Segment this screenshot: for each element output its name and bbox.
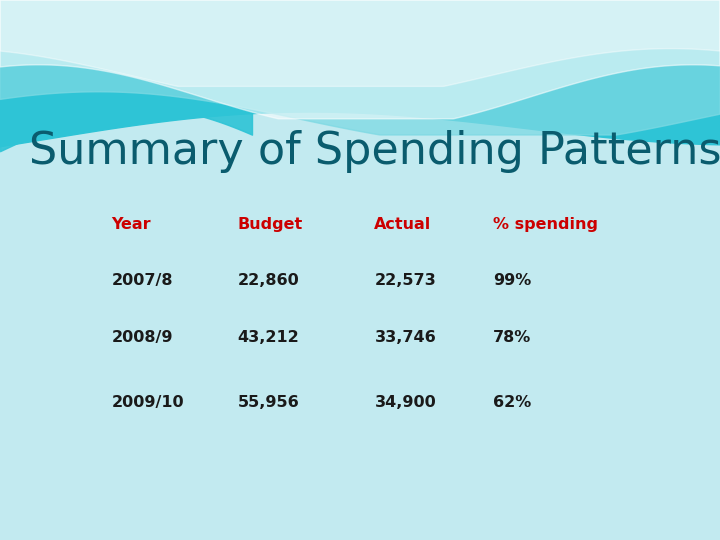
Text: Year: Year <box>112 217 151 232</box>
Text: 55,956: 55,956 <box>238 395 300 410</box>
Text: 2007/8: 2007/8 <box>112 273 173 288</box>
Text: Budget: Budget <box>238 217 303 232</box>
Text: 78%: 78% <box>493 330 531 345</box>
Text: 43,212: 43,212 <box>238 330 300 345</box>
Text: 2009/10: 2009/10 <box>112 395 184 410</box>
Text: % spending: % spending <box>493 217 598 232</box>
Text: 34,900: 34,900 <box>374 395 436 410</box>
Text: 22,860: 22,860 <box>238 273 300 288</box>
Text: 99%: 99% <box>493 273 531 288</box>
Text: 33,746: 33,746 <box>374 330 436 345</box>
Text: Actual: Actual <box>374 217 432 232</box>
Text: 62%: 62% <box>493 395 531 410</box>
Text: Summary of Spending Patterns: Summary of Spending Patterns <box>29 130 720 173</box>
Text: 2008/9: 2008/9 <box>112 330 173 345</box>
Text: 22,573: 22,573 <box>374 273 436 288</box>
